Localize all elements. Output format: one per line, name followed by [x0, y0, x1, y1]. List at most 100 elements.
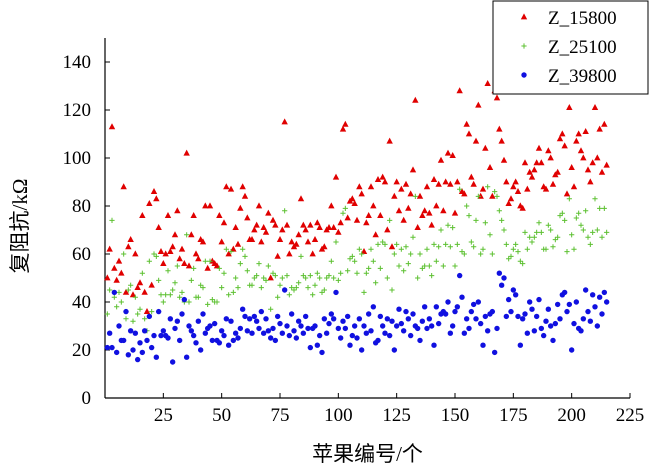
data-point — [230, 337, 237, 344]
data-point — [284, 323, 290, 329]
data-point — [379, 173, 386, 180]
data-point — [374, 176, 382, 182]
data-point — [528, 173, 536, 180]
data-point — [267, 335, 274, 341]
data-point — [358, 347, 365, 353]
data-point — [183, 149, 190, 156]
data-point — [379, 323, 386, 329]
data-point — [344, 313, 351, 320]
data-point — [195, 255, 202, 262]
legend-label: Z_25100 — [548, 37, 617, 58]
data-point — [407, 332, 414, 339]
data-point — [142, 316, 148, 322]
data-point — [472, 137, 480, 144]
data-point — [174, 318, 181, 324]
data-point — [202, 258, 208, 264]
data-point — [209, 297, 215, 303]
data-point — [165, 335, 171, 341]
data-point — [531, 328, 538, 334]
data-point — [328, 311, 335, 317]
data-point — [123, 316, 129, 322]
data-point — [177, 294, 183, 300]
data-point — [424, 246, 430, 252]
data-point — [524, 246, 530, 252]
data-point — [200, 285, 206, 291]
data-point — [433, 304, 440, 310]
data-point — [510, 183, 517, 190]
data-point — [386, 332, 393, 339]
y-axis-ticks: 0 20 40 60 80 100 120 140 — [63, 52, 110, 409]
data-point — [454, 304, 461, 310]
data-point — [447, 180, 454, 187]
data-point — [304, 238, 312, 245]
data-point — [162, 250, 169, 257]
data-point — [380, 239, 386, 245]
data-point — [365, 311, 372, 317]
series-z-25100 — [104, 184, 610, 334]
data-point — [403, 308, 409, 315]
data-point — [148, 344, 155, 351]
data-point — [535, 144, 543, 151]
data-point — [536, 220, 542, 226]
data-point — [391, 347, 398, 353]
data-point — [456, 87, 463, 94]
data-point — [232, 330, 239, 336]
data-point — [407, 190, 414, 197]
data-point — [254, 273, 260, 279]
data-point — [568, 347, 575, 353]
data-point — [139, 349, 146, 356]
data-point — [419, 318, 426, 324]
data-point — [524, 330, 531, 336]
data-point — [230, 289, 236, 295]
data-point — [494, 325, 500, 332]
data-point — [155, 308, 162, 315]
data-point — [400, 216, 407, 223]
data-point — [179, 311, 185, 317]
data-point — [447, 244, 453, 250]
data-point — [132, 330, 139, 336]
data-point — [459, 249, 465, 255]
data-point — [477, 320, 484, 327]
data-point — [286, 332, 293, 339]
data-point — [115, 257, 123, 264]
data-point — [398, 320, 405, 327]
data-point — [211, 320, 218, 327]
data-point — [521, 72, 527, 78]
data-point — [373, 280, 379, 286]
data-point — [321, 287, 327, 293]
data-point — [213, 262, 221, 269]
data-point — [395, 207, 403, 214]
data-point — [272, 337, 279, 344]
data-point — [262, 228, 270, 235]
data-point — [542, 185, 550, 192]
data-point — [463, 120, 470, 127]
data-point — [580, 154, 587, 161]
data-point — [265, 263, 271, 269]
data-point — [354, 335, 360, 341]
data-point — [564, 308, 570, 315]
data-point — [417, 337, 423, 344]
x-tick-label: 75 — [271, 405, 290, 426]
data-point — [113, 276, 120, 283]
data-point — [361, 323, 367, 329]
data-point — [272, 273, 278, 279]
data-point — [365, 212, 372, 218]
data-point — [566, 104, 573, 110]
data-point — [240, 246, 246, 252]
data-point — [135, 311, 141, 317]
data-point — [386, 137, 393, 144]
y-tick-label: 20 — [72, 340, 91, 361]
data-point — [493, 94, 501, 101]
data-point — [153, 253, 159, 259]
data-point — [487, 232, 493, 238]
data-point — [219, 285, 225, 291]
y-tick-label: 120 — [63, 100, 92, 121]
x-tick-label: 150 — [441, 405, 470, 426]
data-point — [423, 183, 431, 190]
data-point — [228, 249, 234, 255]
data-point — [312, 282, 318, 288]
data-point — [153, 195, 160, 202]
data-point — [242, 253, 248, 259]
data-point — [260, 330, 267, 336]
